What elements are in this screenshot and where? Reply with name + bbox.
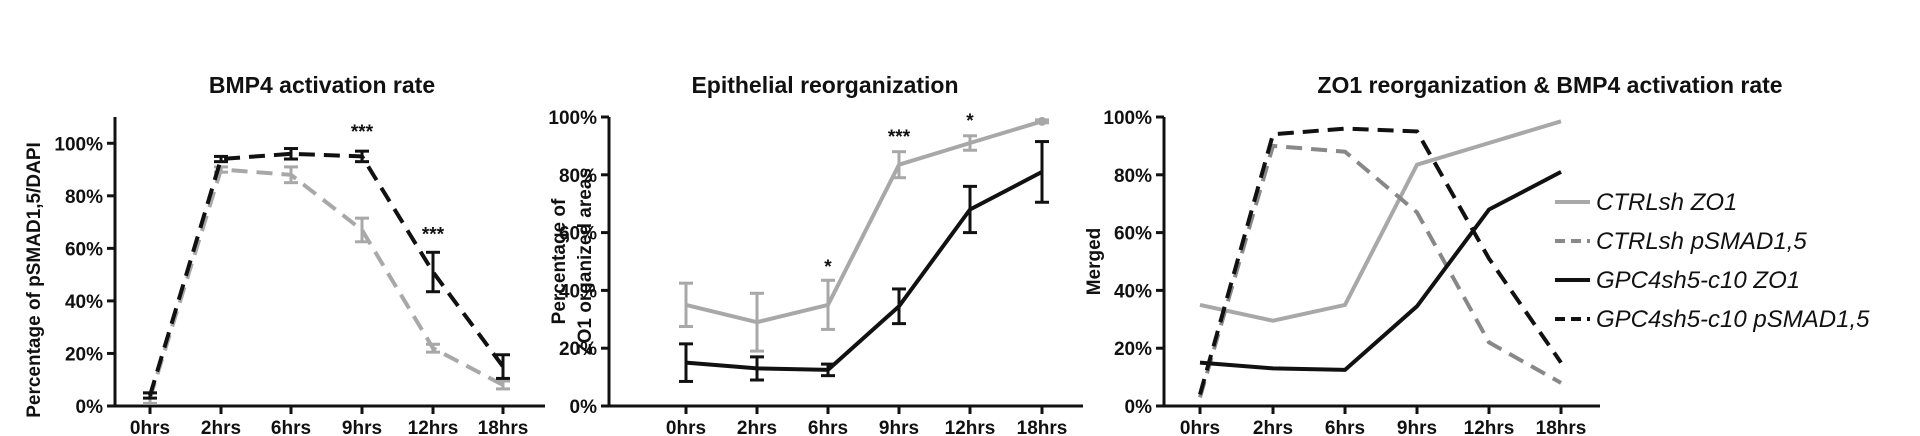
- chart-panel-1: BMP4 activation rate 0% 20% 40% 60% 80% 100% 0h…: [24, 72, 545, 436]
- x-tick-label: 0hrs: [130, 418, 170, 436]
- error-bar: [496, 353, 510, 380]
- chart-title: BMP4 activation rate: [209, 72, 435, 98]
- series-line: [685, 119, 1043, 325]
- x-tick-label: 2hrs: [201, 418, 241, 436]
- y-tick-label: 60%: [65, 239, 103, 260]
- y-tick-label: 80%: [1114, 166, 1152, 187]
- error-bar: [214, 154, 228, 164]
- y-tick-label: 0%: [570, 397, 598, 418]
- x-tick-label: 18hrs: [1017, 418, 1068, 436]
- y-tick-label: 100%: [1103, 108, 1152, 129]
- y-tick-label: 40%: [1114, 281, 1152, 302]
- y-tick-label: 100%: [548, 108, 597, 129]
- legend-label: CTRLsh ZO1: [1596, 189, 1737, 216]
- series-1: [679, 116, 1049, 353]
- series-line: [148, 167, 504, 399]
- chart-title: Epithelial reorganization: [691, 72, 958, 98]
- series-2: [143, 147, 510, 400]
- y-tick-label: 20%: [559, 339, 597, 360]
- x-tick-label: 12hrs: [408, 418, 459, 436]
- y-tick-label: 0%: [1125, 397, 1153, 418]
- y-tick-label: 0%: [76, 397, 104, 418]
- significance-label: *: [824, 257, 832, 278]
- series-2: [1198, 143, 1562, 398]
- x-tick-label: 6hrs: [271, 418, 311, 436]
- error-bar: [284, 147, 298, 161]
- significance-label: ***: [351, 122, 374, 143]
- series-line: [1198, 126, 1563, 395]
- x-tick-label: 9hrs: [342, 418, 382, 436]
- x-tick-label: 2hrs: [737, 418, 777, 436]
- legend-label: GPC4sh5-c10 pSMAD1,5: [1596, 306, 1870, 333]
- y-axis-label: Percentage of pSMAD1,5/DAPI: [24, 142, 45, 418]
- data-point: [1037, 116, 1047, 126]
- significance-label: *: [966, 111, 974, 132]
- x-tick-label: 12hrs: [945, 418, 996, 436]
- error-bar: [679, 281, 693, 329]
- series-1: [1199, 119, 1562, 323]
- series-1: [143, 165, 510, 405]
- series-3: [1199, 170, 1562, 372]
- error-bar: [426, 342, 440, 354]
- y-axis-label: Percentage of ZO1 organized areas: [549, 168, 596, 355]
- series-2: [679, 140, 1049, 383]
- x-tick-label: 12hrs: [1464, 418, 1515, 436]
- x-tick-label: 18hrs: [1536, 418, 1587, 436]
- series-line: [1199, 119, 1562, 323]
- error-bar: [821, 362, 835, 378]
- error-bar: [963, 134, 977, 152]
- error-bar: [426, 250, 440, 294]
- x-tick-label: 6hrs: [1325, 418, 1365, 436]
- chart-title: ZO1 reorganization & BMP4 activation rat…: [1317, 72, 1782, 98]
- y-tick-label: 80%: [559, 166, 597, 187]
- y-axis-label: Merged: [1084, 228, 1105, 296]
- chart-panel-2: Epithelial reorganization 0% 20% 40% 60% 80% 1…: [548, 72, 1083, 436]
- series-line: [685, 170, 1043, 372]
- error-bar: [750, 291, 764, 353]
- series-line: [1198, 143, 1562, 398]
- series-line: [148, 151, 505, 397]
- x-tick-label: 0hrs: [1180, 418, 1220, 436]
- x-tick-label: 18hrs: [478, 418, 529, 436]
- x-tick-label: 9hrs: [879, 418, 919, 436]
- error-bar: [750, 355, 764, 382]
- y-tick-label: 20%: [1114, 339, 1152, 360]
- y-tick-label: 60%: [559, 224, 597, 245]
- error-bar: [355, 216, 369, 244]
- y-tick-label: 40%: [65, 292, 103, 313]
- y-tick-label: 60%: [1114, 224, 1152, 245]
- x-tick-label: 9hrs: [1397, 418, 1437, 436]
- y-tick-label: 100%: [54, 134, 103, 155]
- x-tick-label: 2hrs: [1253, 418, 1293, 436]
- significance-label: ***: [888, 127, 911, 148]
- error-bar: [143, 391, 157, 400]
- chart-panel-3: ZO1 reorganization & BMP4 activation rat…: [1084, 72, 1870, 436]
- y-tick-label: 80%: [65, 187, 103, 208]
- error-bar: [679, 342, 693, 383]
- error-bar: [963, 184, 977, 235]
- legend-label: CTRLsh pSMAD1,5: [1596, 228, 1807, 255]
- error-bar: [892, 150, 906, 180]
- series-4: [1198, 126, 1563, 395]
- error-bar: [892, 287, 906, 326]
- x-tick-label: 6hrs: [808, 418, 848, 436]
- error-bar: [821, 278, 835, 331]
- significance-label: ***: [422, 224, 445, 245]
- x-tick-label: 0hrs: [666, 418, 706, 436]
- error-bar: [496, 379, 510, 391]
- series-line: [1199, 170, 1562, 372]
- error-bar: [355, 149, 369, 164]
- legend: CTRLsh ZO1 CTRLsh pSMAD1,5 GPC4sh5-c10 ZO1…: [1555, 189, 1870, 333]
- y-tick-label: 20%: [65, 344, 103, 365]
- error-bar: [284, 165, 298, 185]
- y-tick-label: 40%: [559, 281, 597, 302]
- error-bar: [1035, 140, 1049, 204]
- legend-label: GPC4sh5-c10 ZO1: [1596, 267, 1800, 294]
